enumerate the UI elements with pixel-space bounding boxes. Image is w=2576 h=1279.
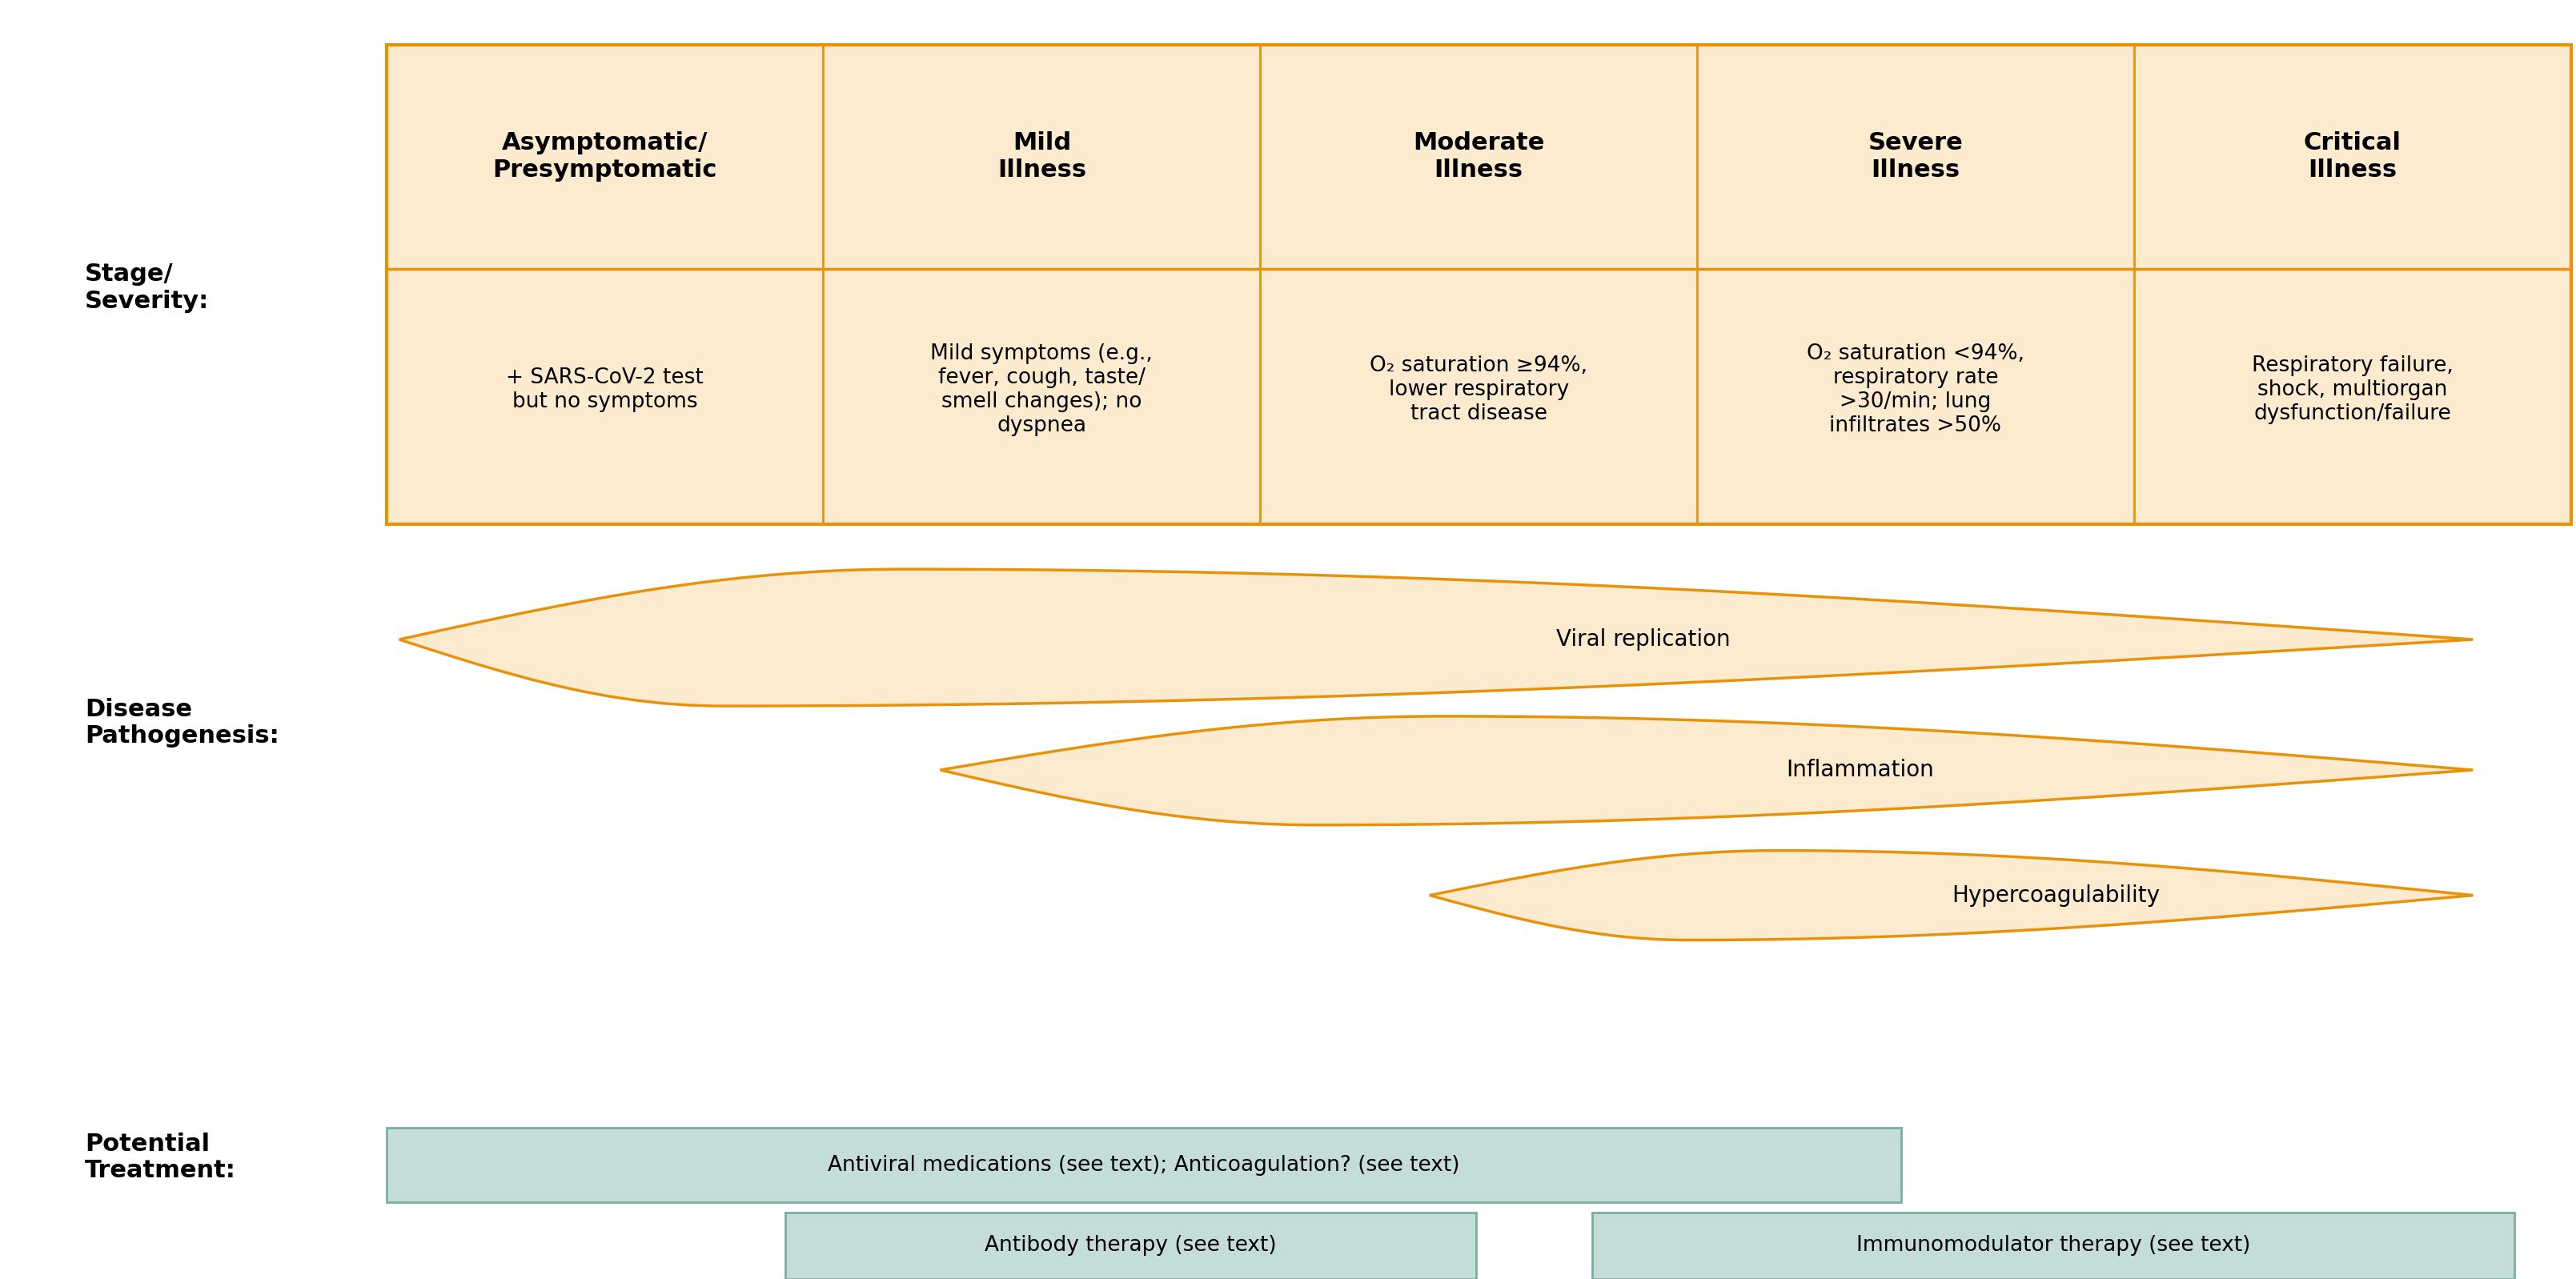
Text: Hypercoagulability: Hypercoagulability (1953, 884, 2159, 907)
Text: Disease
Pathogenesis:: Disease Pathogenesis: (85, 697, 278, 748)
Text: Mild
Illness: Mild Illness (997, 132, 1087, 182)
Text: Critical
Illness: Critical Illness (2303, 132, 2401, 182)
Text: Stage/
Severity:: Stage/ Severity: (85, 262, 209, 313)
Text: Antiviral medications (see text); Anticoagulation? (see text): Antiviral medications (see text); Antico… (827, 1155, 1461, 1175)
Text: Antibody therapy (see text): Antibody therapy (see text) (984, 1236, 1278, 1256)
Text: O₂ saturation <94%,
respiratory rate
>30/min; lung
infiltrates >50%: O₂ saturation <94%, respiratory rate >30… (1806, 344, 2025, 436)
Bar (386, 1128, 1901, 1202)
Polygon shape (1430, 851, 2473, 940)
Text: Asymptomatic/
Presymptomatic: Asymptomatic/ Presymptomatic (492, 132, 716, 182)
Bar (786, 1212, 1476, 1279)
Text: O₂ saturation ≥94%,
lower respiratory
tract disease: O₂ saturation ≥94%, lower respiratory tr… (1370, 356, 1587, 425)
Text: Potential
Treatment:: Potential Treatment: (85, 1132, 237, 1183)
Bar (386, 45, 2571, 524)
Text: Inflammation: Inflammation (1785, 758, 1935, 781)
Bar (1592, 1212, 2514, 1279)
Text: Moderate
Illness: Moderate Illness (1412, 132, 1546, 182)
Text: + SARS-CoV-2 test
but no symptoms: + SARS-CoV-2 test but no symptoms (505, 367, 703, 413)
Text: Respiratory failure,
shock, multiorgan
dysfunction/failure: Respiratory failure, shock, multiorgan d… (2251, 356, 2452, 425)
Text: Viral replication: Viral replication (1556, 628, 1731, 651)
Text: Immunomodulator therapy (see text): Immunomodulator therapy (see text) (1855, 1236, 2251, 1256)
Text: Mild symptoms (e.g.,
fever, cough, taste/
smell changes); no
dyspnea: Mild symptoms (e.g., fever, cough, taste… (930, 344, 1154, 436)
Polygon shape (940, 716, 2473, 825)
Polygon shape (399, 569, 2473, 706)
Text: Severe
Illness: Severe Illness (1868, 132, 1963, 182)
